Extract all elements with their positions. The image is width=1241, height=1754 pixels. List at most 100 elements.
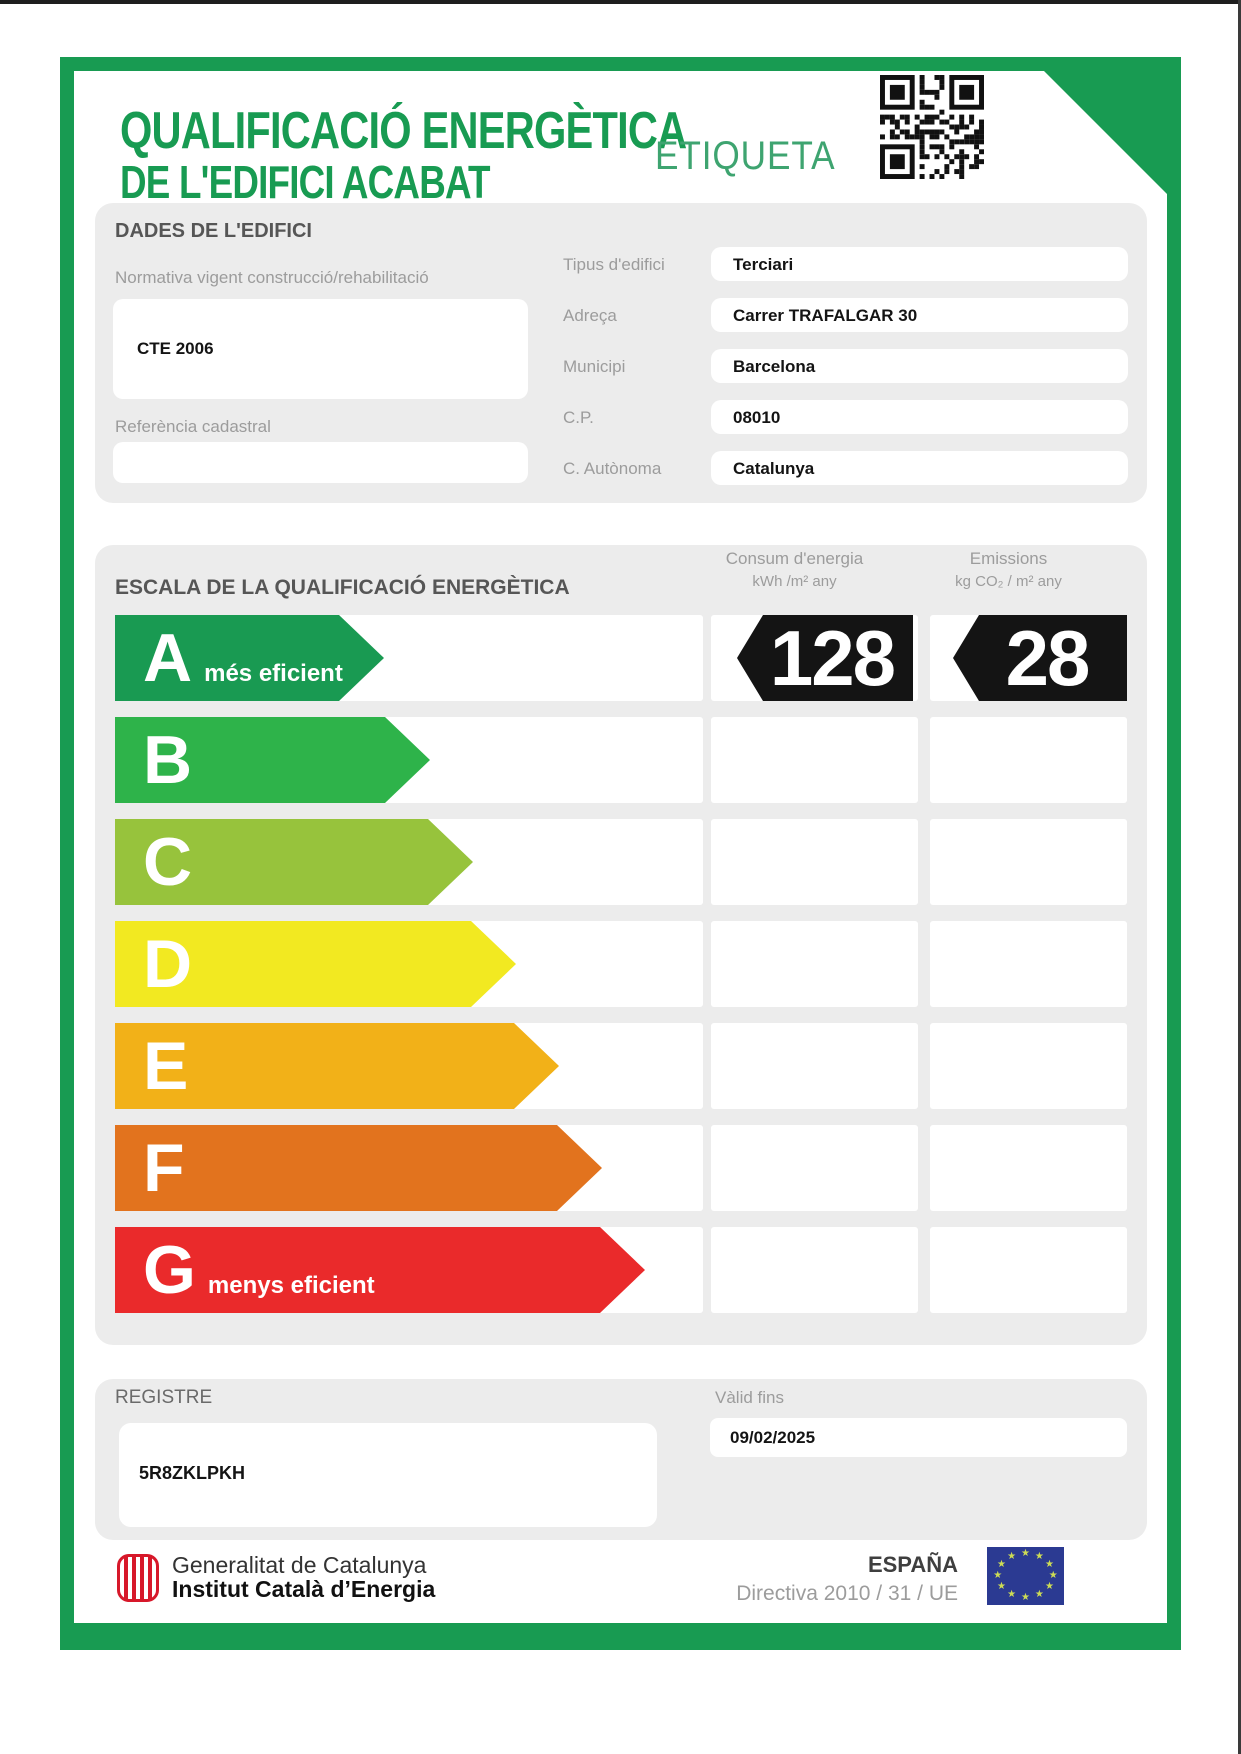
consumption-cell xyxy=(711,1227,918,1313)
adreca-field: Carrer TRAFALGAR 30 xyxy=(711,298,1128,332)
scale-row-a: A més eficient 128 28 xyxy=(115,615,1127,701)
normativa-label: Normativa vigent construcció/rehabilitac… xyxy=(115,268,429,287)
scale-note-least-efficient: menys eficient xyxy=(207,1272,375,1299)
eu-flag-star: ★ xyxy=(1034,1589,1044,1601)
valid-until-value: 09/02/2025 xyxy=(730,1428,816,1447)
consumption-value-badge: 128 xyxy=(737,615,913,701)
scale-row-d: D xyxy=(115,921,1127,1007)
tipus-field: Terciari xyxy=(711,247,1128,281)
eu-flag-star: ★ xyxy=(997,1558,1006,1570)
issuer-name-government: Generalitat de Catalunya xyxy=(172,1552,427,1578)
registry-field: 5R8ZKLPKH xyxy=(119,1423,657,1527)
municipi-value: Barcelona xyxy=(733,357,816,376)
scale-letter-b: B xyxy=(143,722,193,798)
emissions-header-unit: kg CO₂ / m² any xyxy=(955,573,1062,590)
eu-flag-star: ★ xyxy=(1048,1570,1058,1581)
cp-field: 08010 xyxy=(711,400,1128,434)
page-title: QUALIFICACIÓ ENERGÈTICA DE L'EDIFICI ACA… xyxy=(120,104,828,206)
eu-flag-star: ★ xyxy=(1045,1558,1054,1570)
adreca-value: Carrer TRAFALGAR 30 xyxy=(733,306,918,325)
scale-letter-c: C xyxy=(143,824,193,900)
consumption-cell xyxy=(711,819,918,905)
eu-flag-star: ★ xyxy=(1045,1581,1054,1593)
consumption-cell xyxy=(711,921,918,1007)
tipus-value: Terciari xyxy=(733,255,794,274)
emissions-value-badge: 28 xyxy=(953,615,1127,701)
title-line1: QUALIFICACIÓ ENERGÈTICA xyxy=(120,102,687,160)
cp-value: 08010 xyxy=(733,408,781,427)
title-line2: DE L'EDIFICI ACABAT xyxy=(120,156,491,208)
emissions-header-title: Emissions xyxy=(969,549,1048,568)
normativa-field: CTE 2006 xyxy=(113,299,528,399)
consumption-cell xyxy=(711,1125,918,1211)
municipi-label: Municipi xyxy=(563,357,626,376)
scale-row-e: E xyxy=(115,1023,1127,1109)
normativa-value: CTE 2006 xyxy=(137,339,214,358)
ref-cadastral-label: Referència cadastral xyxy=(115,417,271,436)
valid-until-label: Vàlid fins xyxy=(715,1388,784,1407)
scale-row-b: B xyxy=(115,717,1127,803)
valid-until-field: 09/02/2025 xyxy=(710,1418,1127,1457)
registry-title: REGISTRE xyxy=(115,1387,213,1408)
eu-flag-star: ★ xyxy=(1034,1550,1044,1562)
emissions-cell xyxy=(930,819,1127,905)
cp-label: C.P. xyxy=(563,408,594,427)
scale-arrow-c: C xyxy=(115,819,473,905)
scan-edge-top xyxy=(0,0,1241,4)
eu-flag-star: ★ xyxy=(997,1581,1006,1593)
eu-flag-star: ★ xyxy=(1007,1589,1017,1601)
ref-cadastral-field xyxy=(113,442,528,483)
issuer-name-institute: Institut Català d’Energia xyxy=(172,1576,436,1602)
consumption-header: Consum d'energia kWh /m² any xyxy=(691,547,898,593)
eu-directive-label: Directiva 2010 / 31 / UE xyxy=(736,1582,958,1605)
scale-arrow-b: B xyxy=(115,717,430,803)
energy-scale-title: ESCALA DE LA QUALIFICACIÓ ENERGÈTICA xyxy=(115,576,570,599)
building-data-title: DADES DE L'EDIFICI xyxy=(115,220,312,242)
green-frame xyxy=(60,57,1181,1650)
scale-letter-d: D xyxy=(143,926,193,1002)
emissions-cell xyxy=(930,717,1127,803)
scale-row-f: F xyxy=(115,1125,1127,1211)
scale-letter-a: A xyxy=(143,620,193,696)
scale-arrow-e: E xyxy=(115,1023,559,1109)
scale-arrow-g: G menys eficient xyxy=(115,1227,645,1313)
autonoma-field: Catalunya xyxy=(711,451,1128,485)
emissions-cell xyxy=(930,1023,1127,1109)
eu-flag-star: ★ xyxy=(993,1570,1003,1581)
consumption-cell xyxy=(711,1023,918,1109)
issuer-names: Generalitat de Catalunya Institut Català… xyxy=(172,1553,435,1601)
scale-letter-g: G xyxy=(143,1232,196,1308)
emissions-cell xyxy=(930,1227,1127,1313)
emissions-value: 28 xyxy=(1005,613,1091,702)
scale-row-g: G menys eficient xyxy=(115,1227,1127,1313)
adreca-label: Adreça xyxy=(563,306,617,325)
scale-letter-e: E xyxy=(143,1028,189,1104)
scale-arrow-f: F xyxy=(115,1125,602,1211)
autonoma-label: C. Autònoma xyxy=(563,459,662,478)
scale-note-most-efficient: més eficient xyxy=(204,660,343,687)
consumption-header-unit: kWh /m² any xyxy=(752,573,837,590)
emissions-header: Emissions kg CO₂ / m² any xyxy=(910,547,1107,593)
energy-scale-panel: ESCALA DE LA QUALIFICACIÓ ENERGÈTICA Con… xyxy=(95,545,1147,1345)
emissions-cell xyxy=(930,1125,1127,1211)
scale-arrow-d: D xyxy=(115,921,516,1007)
consumption-value: 128 xyxy=(769,613,896,702)
emissions-cell xyxy=(930,921,1127,1007)
scale-row-c: C xyxy=(115,819,1127,905)
building-data-panel: DADES DE L'EDIFICI Normativa vigent cons… xyxy=(95,203,1147,503)
eu-flag-star: ★ xyxy=(1007,1550,1017,1562)
municipi-field: Barcelona xyxy=(711,349,1128,383)
autonoma-value: Catalunya xyxy=(733,459,815,478)
scale-arrow-a: A més eficient xyxy=(115,615,384,701)
eu-flag: ★ ★ ★ ★ ★ ★ ★ ★ ★ ★ ★ ★ xyxy=(987,1547,1064,1605)
eu-flag-star: ★ xyxy=(1021,1547,1030,1559)
generalitat-logo xyxy=(117,1554,159,1602)
eu-flag-star: ★ xyxy=(1021,1592,1030,1604)
qr-code xyxy=(880,75,984,179)
scan-edge-right xyxy=(1238,0,1241,1754)
registry-value: 5R8ZKLPKH xyxy=(139,1463,246,1483)
registry-panel: REGISTRE 5R8ZKLPKH Vàlid fins 09/02/2025 xyxy=(95,1379,1147,1540)
etiqueta-label: ETIQUETA xyxy=(655,134,836,178)
consumption-cell xyxy=(711,717,918,803)
